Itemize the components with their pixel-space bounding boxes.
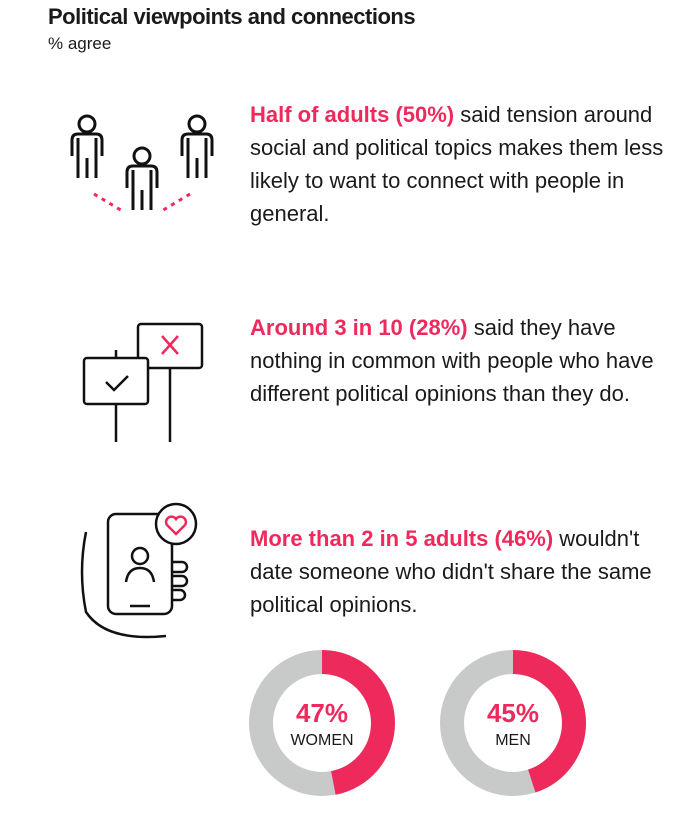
stat-text: said they have nothing in common with pe… <box>250 315 654 406</box>
stat-common: Around 3 in 10 (28%) said they have noth… <box>250 311 670 410</box>
stat-text: wouldn't date someone who didn't share t… <box>250 526 652 617</box>
donut-men: 45% MEN <box>440 650 586 796</box>
protest-signs-icon <box>82 318 204 446</box>
people-disconnect-icon <box>70 114 214 214</box>
donut-women-chart <box>249 650 395 796</box>
donut-women-value: 47% <box>295 698 349 728</box>
dating-phone-icon <box>80 502 198 639</box>
stat-connect: Half of adults (50%) said tension around… <box>250 98 670 230</box>
donut-women: 47% WOMEN <box>249 650 395 796</box>
donut-men-arc <box>440 650 586 796</box>
donut-men-label: MEN <box>495 732 531 749</box>
stat-highlight: Half of adults (50%) <box>250 102 455 127</box>
stat-dating: More than 2 in 5 adults (46%) wouldn't d… <box>250 522 670 621</box>
stat-text: said tension around social and political… <box>250 102 664 226</box>
stat-highlight: Around 3 in 10 (28%) <box>250 315 468 340</box>
stat-highlight: More than 2 in 5 adults (46%) <box>250 526 554 551</box>
donut-men-chart <box>440 650 586 796</box>
subtitle: % agree <box>48 34 112 53</box>
donut-women-arc <box>249 650 395 796</box>
page-title: Political viewpoints and connections <box>48 4 416 29</box>
donut-men-value: 45% <box>486 698 540 728</box>
donut-women-label: WOMEN <box>290 732 354 749</box>
